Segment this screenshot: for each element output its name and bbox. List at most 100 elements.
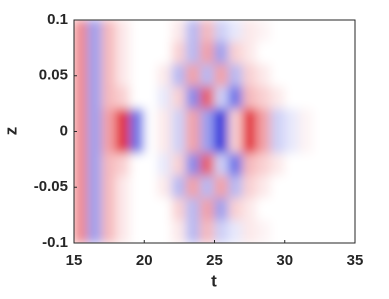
heat-cell xyxy=(256,175,272,199)
heat-cell xyxy=(185,175,201,199)
heat-cell xyxy=(171,64,187,88)
heat-cell xyxy=(129,41,145,66)
heat-cell xyxy=(101,197,117,222)
heat-cell xyxy=(87,108,103,132)
heat-cell xyxy=(129,64,145,88)
heat-cell xyxy=(171,86,187,110)
heat-cell xyxy=(242,41,258,66)
heat-cell xyxy=(228,86,244,110)
heat-cell xyxy=(256,86,272,110)
heat-cell xyxy=(340,175,355,199)
heat-cell xyxy=(129,20,145,43)
heat-cell xyxy=(326,175,342,199)
heat-cell xyxy=(87,197,103,222)
heat-cell xyxy=(171,108,187,132)
heat-cell xyxy=(228,108,244,132)
heat-cell xyxy=(87,153,103,177)
heat-cell xyxy=(298,175,314,199)
heat-cell xyxy=(270,20,286,43)
heat-cell xyxy=(115,86,131,110)
heat-cell xyxy=(298,86,314,110)
heat-cell xyxy=(312,108,328,132)
heat-cell xyxy=(214,220,230,243)
heat-cell xyxy=(74,175,89,199)
heat-cell xyxy=(340,86,355,110)
heat-cell xyxy=(214,86,230,110)
heat-cell xyxy=(129,197,145,222)
heat-cell xyxy=(298,20,314,43)
y-axis-label: z xyxy=(1,127,20,136)
x-tick-label: 15 xyxy=(66,252,83,269)
heat-cell xyxy=(129,131,145,155)
heat-cell xyxy=(284,20,300,43)
heat-cell xyxy=(312,86,328,110)
heat-cell xyxy=(185,20,201,43)
heat-cell xyxy=(185,86,201,110)
heat-cell xyxy=(326,131,342,155)
heat-cell xyxy=(228,41,244,66)
heat-cell xyxy=(270,131,286,155)
heat-cell xyxy=(214,41,230,66)
heat-cell xyxy=(157,175,173,199)
heat-cell xyxy=(87,131,103,155)
heat-cell xyxy=(143,197,159,222)
heat-cell xyxy=(214,175,230,199)
heat-cell xyxy=(326,108,342,132)
heat-cell xyxy=(115,108,131,132)
heat-cell xyxy=(115,131,131,155)
heat-cell xyxy=(214,20,230,43)
heat-cell xyxy=(74,108,89,132)
heat-cell xyxy=(199,175,215,199)
heat-cell xyxy=(312,153,328,177)
heat-cell xyxy=(340,108,355,132)
heat-cell xyxy=(340,220,355,243)
heat-cell xyxy=(242,86,258,110)
heat-cell xyxy=(185,220,201,243)
heat-cell xyxy=(87,86,103,110)
heat-cell xyxy=(326,20,342,43)
heat-cell xyxy=(185,108,201,132)
heat-cell xyxy=(256,64,272,88)
heat-cell xyxy=(115,64,131,88)
heat-cell xyxy=(101,220,117,243)
heat-cell xyxy=(129,108,145,132)
heat-cell xyxy=(284,108,300,132)
heat-cell xyxy=(185,41,201,66)
x-tick-label: 35 xyxy=(347,252,364,269)
heat-cell xyxy=(171,131,187,155)
heat-cell xyxy=(74,64,89,88)
heat-cell xyxy=(143,175,159,199)
heat-cell xyxy=(157,20,173,43)
heat-cell xyxy=(115,220,131,243)
heat-cell xyxy=(242,108,258,132)
heat-cell xyxy=(312,20,328,43)
y-tick-label: 0.1 xyxy=(47,11,68,28)
heat-cell xyxy=(312,131,328,155)
heat-cell xyxy=(298,197,314,222)
heat-cell xyxy=(214,64,230,88)
heat-cell xyxy=(256,108,272,132)
heat-cell xyxy=(157,64,173,88)
heat-cell xyxy=(171,153,187,177)
heat-cell xyxy=(157,108,173,132)
heat-cell xyxy=(129,153,145,177)
heat-cell xyxy=(185,197,201,222)
heat-cell xyxy=(157,197,173,222)
heat-cell xyxy=(340,197,355,222)
heat-cell xyxy=(312,197,328,222)
heat-cell xyxy=(228,20,244,43)
heat-cell xyxy=(284,197,300,222)
heat-cell xyxy=(228,64,244,88)
heat-cell xyxy=(228,153,244,177)
heat-cell xyxy=(298,131,314,155)
heat-cell xyxy=(101,108,117,132)
heat-cell xyxy=(101,41,117,66)
heat-cell xyxy=(101,20,117,43)
heat-cell xyxy=(143,86,159,110)
heat-cell xyxy=(199,197,215,222)
heat-cell xyxy=(115,197,131,222)
x-tick-label: 25 xyxy=(206,252,223,269)
heat-cell xyxy=(326,220,342,243)
heat-cell xyxy=(228,197,244,222)
heat-cell xyxy=(74,197,89,222)
